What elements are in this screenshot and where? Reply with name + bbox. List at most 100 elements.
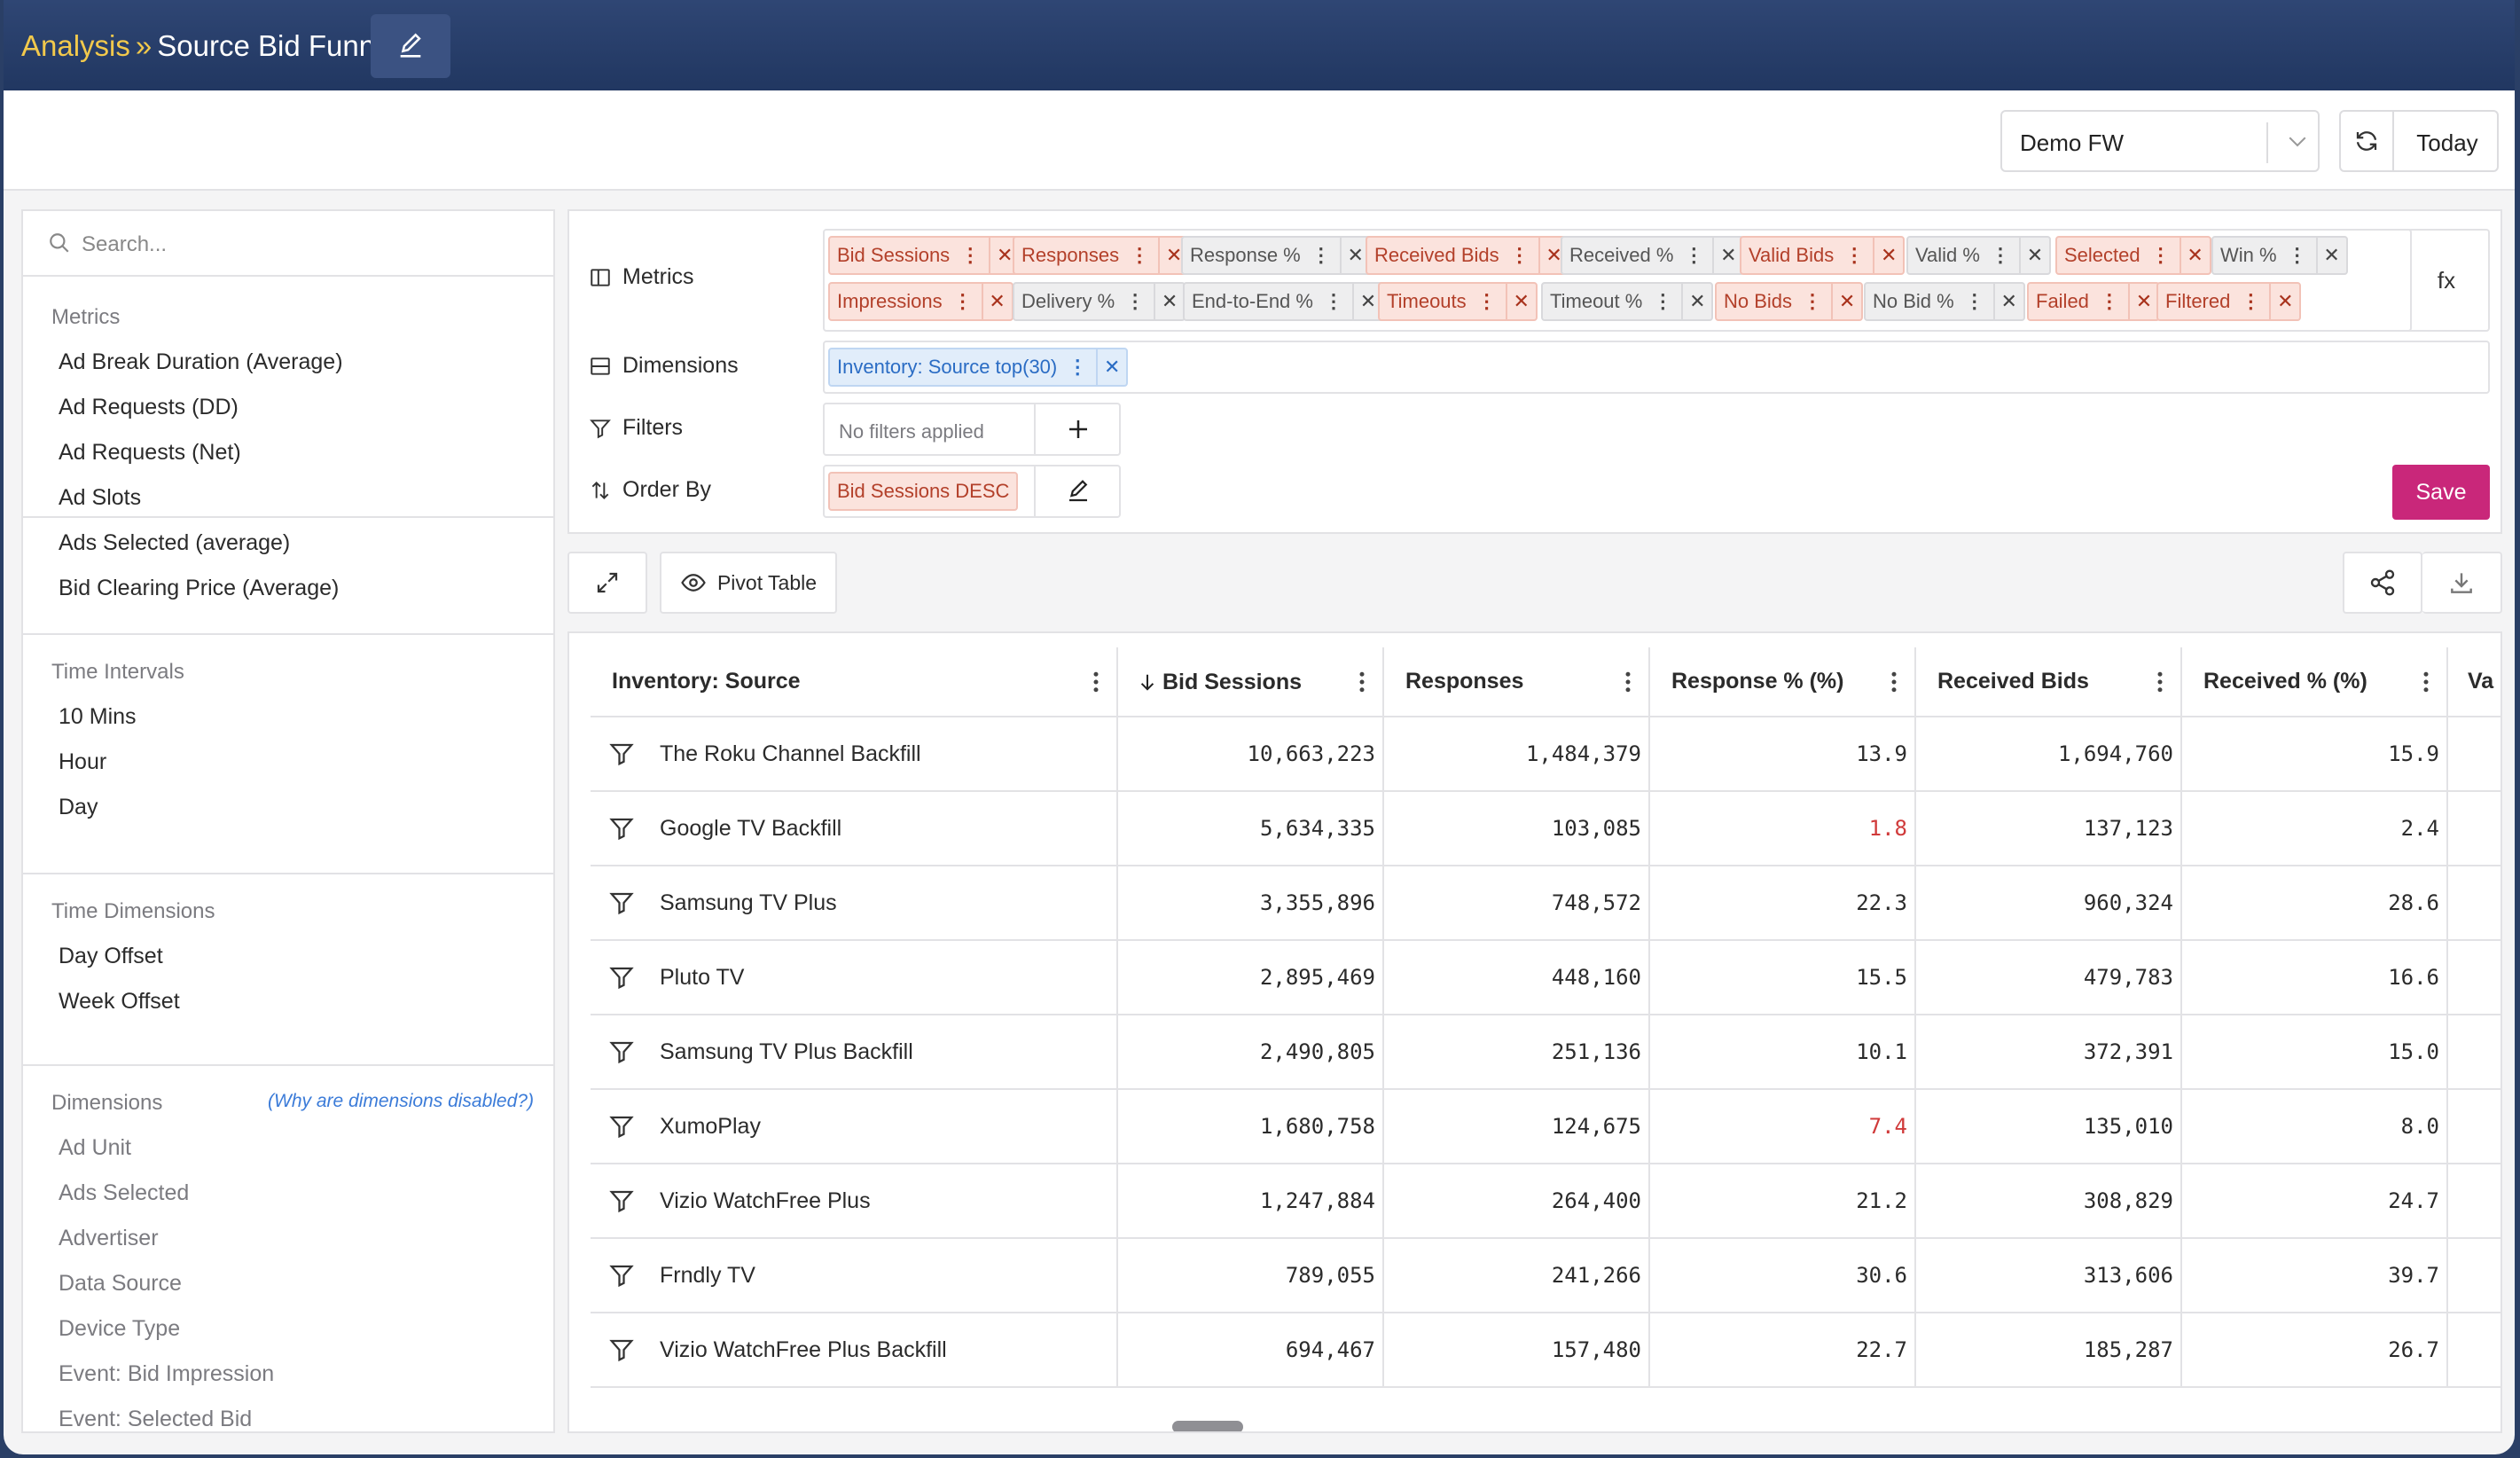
- column-header-sorted[interactable]: Bid Sessions: [1117, 647, 1384, 717]
- remove-icon[interactable]: ✕: [1880, 244, 1898, 266]
- remove-icon[interactable]: ✕: [2187, 244, 2203, 266]
- share-button[interactable]: [2343, 552, 2422, 614]
- sidebar-item-metric[interactable]: Ad Break Duration (Average): [59, 349, 343, 374]
- add-filter-button[interactable]: [1034, 404, 1121, 454]
- filter-icon[interactable]: [608, 1113, 635, 1140]
- order-chip[interactable]: Bid Sessions DESC: [828, 472, 1019, 511]
- metric-chip[interactable]: Win % ⋮ ✕: [2211, 236, 2348, 275]
- kebab-icon[interactable]: [2156, 669, 2164, 695]
- remove-icon[interactable]: ✕: [2000, 290, 2017, 312]
- sidebar-item-metric[interactable]: Ads Selected (average): [59, 530, 291, 555]
- sidebar-item-interval[interactable]: 10 Mins: [59, 704, 137, 729]
- date-range-button[interactable]: Today: [2416, 129, 2478, 156]
- remove-icon[interactable]: ✕: [1161, 290, 1178, 312]
- remove-icon[interactable]: ✕: [2323, 244, 2340, 266]
- kebab-icon[interactable]: ⋮: [1684, 244, 1704, 266]
- kebab-icon[interactable]: [1624, 669, 1632, 695]
- filter-icon[interactable]: [608, 890, 635, 916]
- kebab-icon[interactable]: ⋮: [1130, 244, 1150, 266]
- kebab-icon[interactable]: ⋮: [1653, 290, 1673, 312]
- kebab-icon[interactable]: ⋮: [1476, 290, 1497, 312]
- metric-chip[interactable]: Valid % ⋮ ✕: [1906, 236, 2051, 275]
- metric-chip[interactable]: Bid Sessions ⋮ ✕: [828, 236, 1021, 275]
- save-button[interactable]: Save: [2392, 465, 2490, 520]
- metric-chip[interactable]: No Bid % ⋮ ✕: [1864, 282, 2025, 321]
- sidebar-item-metric[interactable]: Ad Requests (Net): [59, 440, 241, 465]
- kebab-icon[interactable]: ⋮: [2150, 244, 2171, 266]
- remove-icon[interactable]: ✕: [2026, 244, 2044, 266]
- metric-chip[interactable]: Timeouts ⋮ ✕: [1378, 282, 1538, 321]
- kebab-icon[interactable]: ⋮: [1990, 244, 2010, 266]
- metric-chip[interactable]: Response % ⋮ ✕: [1181, 236, 1372, 275]
- metric-chip[interactable]: End-to-End % ⋮ ✕: [1183, 282, 1384, 321]
- sidebar-item-metric[interactable]: Ad Slots: [59, 485, 142, 510]
- kebab-icon[interactable]: ⋮: [960, 244, 981, 266]
- filter-icon[interactable]: [608, 1039, 635, 1065]
- horizontal-scrollbar[interactable]: [1172, 1421, 1243, 1431]
- expand-button[interactable]: [567, 552, 647, 614]
- column-header[interactable]: Received % (%): [2181, 647, 2448, 717]
- kebab-icon[interactable]: [1092, 669, 1100, 695]
- kebab-icon[interactable]: ⋮: [2287, 244, 2307, 266]
- sidebar-item-time-dimension[interactable]: Week Offset: [59, 989, 180, 1014]
- metric-chip[interactable]: Filtered ⋮ ✕: [2156, 282, 2302, 321]
- kebab-icon[interactable]: ⋮: [1311, 244, 1331, 266]
- remove-icon[interactable]: ✕: [2135, 290, 2153, 312]
- kebab-icon[interactable]: ⋮: [1964, 290, 1984, 312]
- remove-icon[interactable]: ✕: [1546, 244, 1562, 266]
- sidebar-item-interval[interactable]: Hour: [59, 749, 107, 774]
- metric-chip[interactable]: Received % ⋮ ✕: [1561, 236, 1745, 275]
- remove-icon[interactable]: ✕: [1165, 244, 1183, 266]
- remove-icon[interactable]: ✕: [2277, 290, 2294, 312]
- filter-icon[interactable]: [608, 741, 635, 767]
- edit-order-button[interactable]: [1034, 466, 1121, 516]
- formula-button[interactable]: fx: [2405, 229, 2490, 332]
- dimension-chip[interactable]: Inventory: Source top(30) ⋮ ✕: [828, 348, 1129, 387]
- column-header[interactable]: Va: [2447, 647, 2500, 717]
- metric-chip[interactable]: Valid Bids ⋮ ✕: [1740, 236, 1906, 275]
- remove-icon[interactable]: ✕: [1689, 290, 1706, 312]
- remove-icon[interactable]: ✕: [989, 290, 1006, 312]
- metric-chip[interactable]: Responses ⋮ ✕: [1013, 236, 1191, 275]
- pivot-table-button[interactable]: Pivot Table: [660, 552, 837, 614]
- kebab-icon[interactable]: ⋮: [1803, 290, 1823, 312]
- kebab-icon[interactable]: ⋮: [1844, 244, 1865, 266]
- remove-icon[interactable]: ✕: [1359, 290, 1377, 312]
- sidebar-item-interval[interactable]: Day: [59, 795, 98, 819]
- search-input[interactable]: Search...: [82, 232, 168, 256]
- filter-icon[interactable]: [608, 1262, 635, 1289]
- filter-icon[interactable]: [608, 1336, 635, 1363]
- sidebar-item-metric[interactable]: Bid Clearing Price (Average): [59, 576, 340, 600]
- remove-icon[interactable]: ✕: [996, 244, 1013, 266]
- remove-icon[interactable]: ✕: [1104, 356, 1121, 378]
- metric-chip[interactable]: No Bids ⋮ ✕: [1715, 282, 1864, 321]
- column-header[interactable]: Response % (%): [1649, 647, 1916, 717]
- kebab-icon[interactable]: ⋮: [2099, 290, 2119, 312]
- filter-icon[interactable]: [608, 964, 635, 991]
- metric-chip[interactable]: Received Bids ⋮ ✕: [1366, 236, 1570, 275]
- edit-title-button[interactable]: [371, 14, 450, 78]
- filter-icon[interactable]: [608, 815, 635, 842]
- metric-chip[interactable]: Timeout % ⋮ ✕: [1541, 282, 1714, 321]
- datasource-select[interactable]: Demo FW: [2000, 110, 2320, 172]
- filter-icon[interactable]: [608, 1188, 635, 1214]
- metric-chip[interactable]: Failed ⋮ ✕: [2027, 282, 2160, 321]
- metrics-dropzone[interactable]: Bid Sessions ⋮ ✕ Responses ⋮ ✕ Response % ⋮ ✕ Rec…: [823, 229, 2412, 332]
- metric-chip[interactable]: Delivery % ⋮ ✕: [1013, 282, 1186, 321]
- kebab-icon[interactable]: [1890, 669, 1898, 695]
- kebab-icon[interactable]: ⋮: [1509, 244, 1530, 266]
- kebab-icon[interactable]: ⋮: [2241, 290, 2261, 312]
- breadcrumb-root-link[interactable]: Analysis: [21, 29, 130, 62]
- kebab-icon[interactable]: [2422, 669, 2430, 695]
- sidebar-item-metric[interactable]: Ad Requests (DD): [59, 395, 239, 419]
- remove-icon[interactable]: ✕: [1347, 244, 1364, 266]
- column-header[interactable]: Received Bids: [1915, 647, 2182, 717]
- download-button[interactable]: [2422, 552, 2502, 614]
- sidebar-item-time-dimension[interactable]: Day Offset: [59, 944, 163, 968]
- dimensions-help-link[interactable]: (Why are dimensions disabled?): [268, 1091, 534, 1111]
- remove-icon[interactable]: ✕: [1838, 290, 1856, 312]
- kebab-icon[interactable]: ⋮: [952, 290, 973, 312]
- dimensions-dropzone[interactable]: Inventory: Source top(30) ⋮ ✕: [823, 341, 2490, 394]
- remove-icon[interactable]: ✕: [1513, 290, 1530, 312]
- metric-chip[interactable]: Impressions ⋮ ✕: [828, 282, 1013, 321]
